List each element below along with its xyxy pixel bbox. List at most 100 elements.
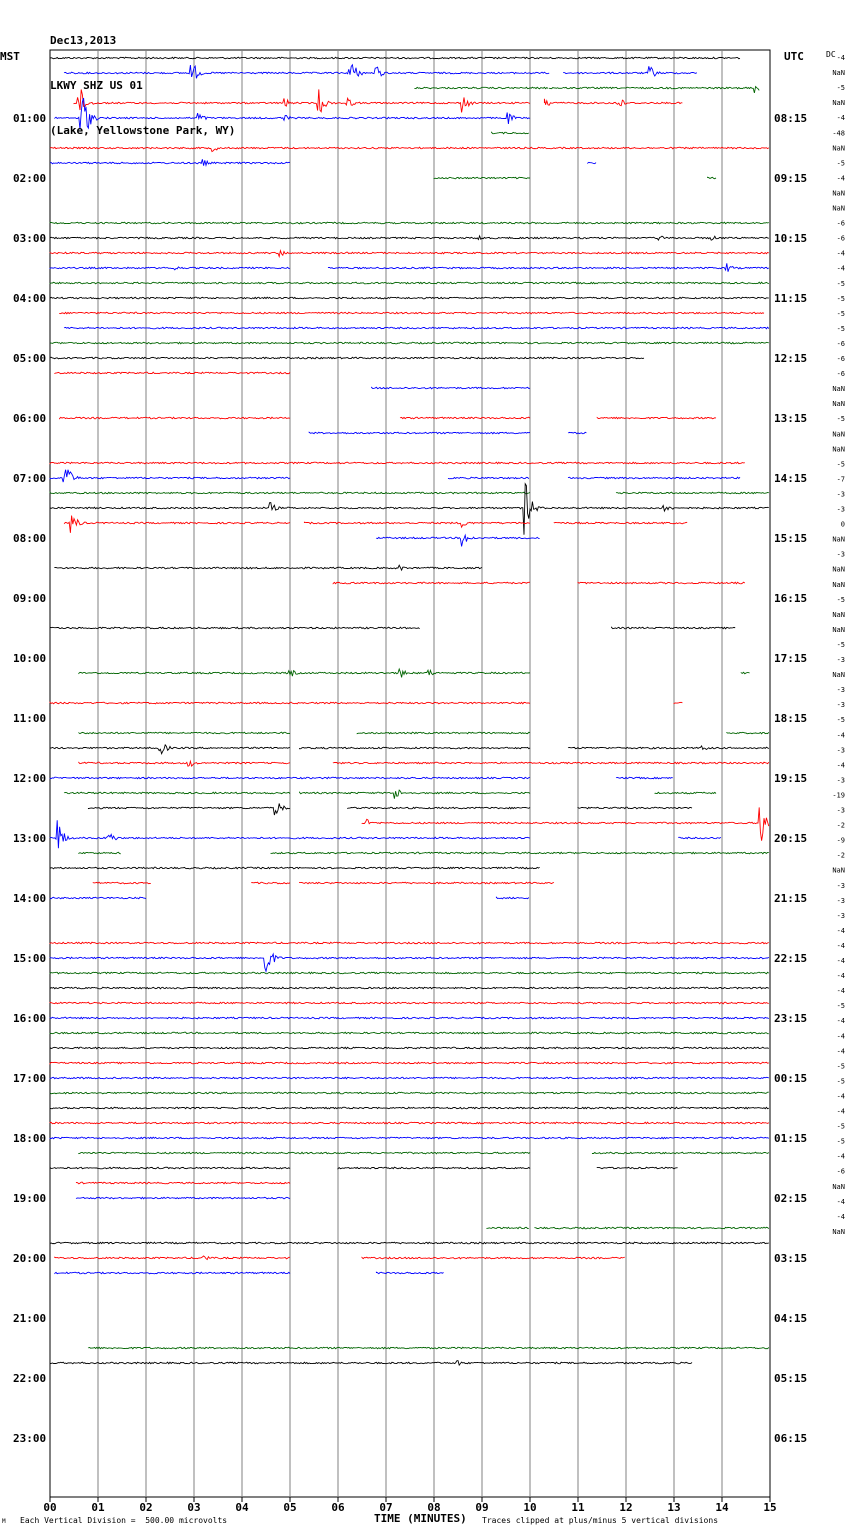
- trace-red-row-31: [553, 521, 688, 525]
- dc-offset-label: -5: [837, 1002, 845, 1010]
- trace-green-row-29: [615, 491, 769, 495]
- dc-offset-label: NaN: [832, 430, 845, 438]
- x-tick-label: 11: [571, 1501, 585, 1514]
- trace-green-row-73: [78, 1151, 531, 1155]
- dc-offset-label: -4: [837, 1092, 845, 1100]
- station-location: (Lake, Yellowstone Park, WY): [50, 124, 236, 137]
- hour-label-left: 04:00: [13, 292, 46, 305]
- dc-offset-label: -4: [837, 1153, 845, 1161]
- dc-offset-label: -6: [837, 355, 845, 363]
- hour-label-right: 17:15: [774, 652, 807, 665]
- hour-label-right: 04:15: [774, 1312, 807, 1325]
- dc-offset-label: -4: [837, 927, 845, 935]
- hour-label-right: 15:15: [774, 532, 807, 545]
- trace-black-row-46: [299, 746, 531, 750]
- dc-header: DC: [826, 50, 836, 59]
- trace-red-row-47: [332, 761, 770, 765]
- dc-offset-label: -3: [837, 686, 845, 694]
- dc-offset-label: -4: [837, 1198, 845, 1206]
- dc-offset-label: -6: [837, 220, 845, 228]
- hour-label-right: 06:15: [774, 1432, 807, 1445]
- dc-offset-label: -6: [837, 370, 845, 378]
- dc-offset-label: -2: [837, 852, 845, 860]
- trace-red-row-24: [59, 416, 291, 420]
- trace-green-row-19: [49, 341, 769, 345]
- trace-red-row-47: [78, 759, 291, 768]
- dc-offset-label: NaN: [832, 1228, 845, 1236]
- trace-black-row-74: [49, 1166, 291, 1170]
- hour-label-left: 12:00: [13, 772, 46, 785]
- trace-black-row-87: [49, 1360, 693, 1367]
- trace-green-row-49: [654, 791, 717, 795]
- dc-offset-label: NaN: [832, 69, 845, 77]
- trace-green-row-8: [433, 176, 530, 180]
- trace-red-row-24: [596, 416, 717, 420]
- hour-label-left: 02:00: [13, 172, 46, 185]
- x-tick-label: 03: [187, 1501, 200, 1514]
- hour-label-right: 13:15: [774, 412, 807, 425]
- hour-label-right: 19:15: [774, 772, 807, 785]
- trace-red-row-80: [54, 1255, 290, 1261]
- dc-offset-label: -5: [837, 280, 845, 288]
- hour-label-right: 11:15: [774, 292, 807, 305]
- dc-offset-label: -48: [832, 129, 845, 137]
- dc-offset-label: -5: [837, 596, 845, 604]
- dc-offset-label: -4: [837, 265, 845, 273]
- trace-green-row-69: [49, 1091, 769, 1095]
- dc-offset-label: -4: [837, 731, 845, 739]
- trace-blue-row-56: [495, 896, 530, 900]
- trace-red-row-17: [59, 311, 765, 315]
- trace-green-row-2: [414, 86, 549, 90]
- trace-red-row-24: [399, 416, 531, 420]
- dc-offset-label: -3: [837, 882, 845, 890]
- hour-label-right: 02:15: [774, 1192, 807, 1205]
- dc-offset-label: -5: [837, 716, 845, 724]
- dc-offset-label: -5: [837, 1062, 845, 1070]
- plot-frame: [49, 49, 771, 1498]
- dc-offset-label: NaN: [832, 445, 845, 453]
- trace-blue-row-18: [63, 326, 770, 330]
- dc-offset-label: -5: [837, 295, 845, 303]
- dc-offset-label: -6: [837, 235, 845, 243]
- trace-blue-row-64: [49, 1016, 770, 1020]
- trace-green-row-15: [49, 281, 770, 285]
- dc-offset-label: -3: [837, 506, 845, 514]
- dc-offset-label: -4: [837, 1032, 845, 1040]
- trace-blue-row-25: [567, 431, 587, 435]
- trace-black-row-30: [49, 482, 769, 535]
- dc-offset-label: -4: [837, 987, 845, 995]
- hour-label-right: 00:15: [774, 1072, 807, 1085]
- dc-offset-label: -4: [837, 250, 845, 258]
- hour-label-right: 21:15: [774, 892, 807, 905]
- trace-red-row-13: [49, 248, 770, 259]
- trace-black-row-34: [54, 564, 483, 572]
- dc-offset-label: -5: [837, 415, 845, 423]
- dc-offset-label: -3: [837, 807, 845, 815]
- trace-red-row-63: [49, 1001, 769, 1005]
- hour-label-left: 14:00: [13, 892, 46, 905]
- clip-note: Traces clipped at plus/minus 5 vertical …: [482, 1516, 719, 1525]
- hour-label-right: 10:15: [774, 232, 807, 245]
- hour-label-left: 08:00: [13, 532, 46, 545]
- dc-offset-label: -4: [837, 54, 845, 62]
- x-tick-label: 10: [523, 1501, 536, 1514]
- dc-offset-label: -3: [837, 701, 845, 709]
- trace-blue-row-52: [49, 820, 531, 849]
- dc-offset-label: NaN: [832, 867, 845, 875]
- dc-offset-label: -7: [837, 475, 845, 483]
- trace-green-row-29: [49, 491, 531, 495]
- trace-blue-row-81: [54, 1271, 291, 1275]
- trace-green-row-61: [49, 971, 770, 975]
- trace-blue-row-68: [49, 1076, 769, 1080]
- hour-label-left: 15:00: [13, 952, 46, 965]
- trace-blue-row-72: [49, 1136, 770, 1140]
- trace-red-row-3: [543, 98, 683, 107]
- minute-gridlines: [49, 50, 771, 1502]
- trace-blue-row-48: [49, 776, 531, 780]
- dc-offset-label: NaN: [832, 144, 845, 152]
- trace-green-row-2: [548, 85, 760, 94]
- dc-offset-label: -3: [837, 776, 845, 784]
- hour-label-right: 03:15: [774, 1252, 807, 1265]
- trace-black-row-20: [49, 356, 645, 360]
- trace-blue-row-4: [54, 97, 531, 130]
